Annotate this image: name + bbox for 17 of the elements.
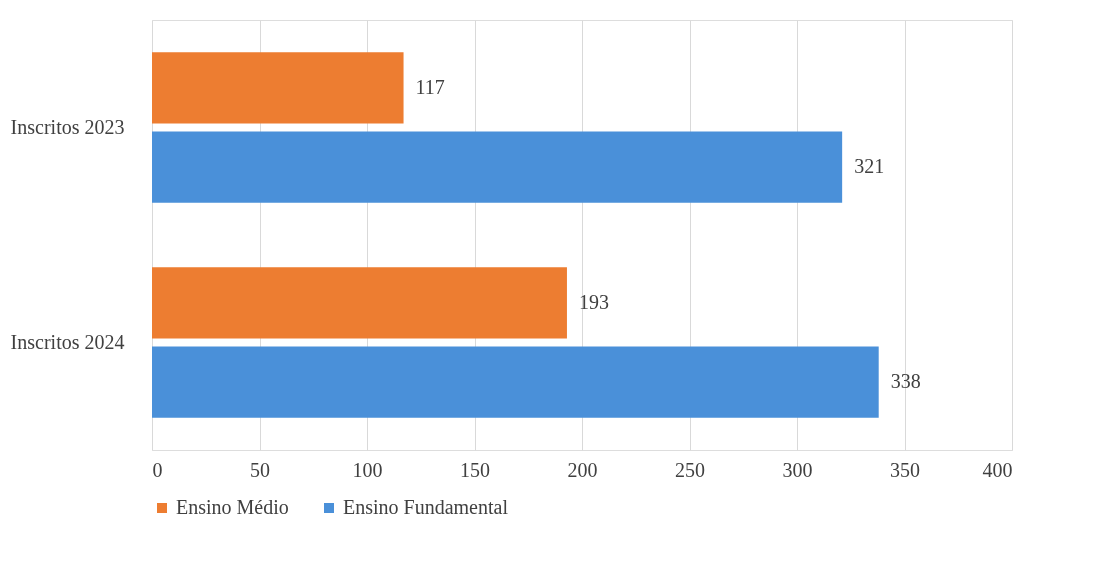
x-tick-label: 50	[250, 458, 270, 481]
x-tick-label: 400	[982, 458, 1013, 481]
data-label: 338	[890, 370, 921, 393]
x-tick-label: 250	[675, 458, 705, 481]
data-label: 321	[854, 155, 885, 178]
legend-label: Ensino Fundamental	[343, 496, 509, 518]
legend-label: Ensino Médio	[176, 496, 289, 518]
data-label: 117	[415, 75, 445, 98]
y-tick-label: Inscritos 2023	[10, 115, 125, 138]
y-tick-label: Inscritos 2024	[10, 330, 125, 353]
x-tick-label: 100	[352, 458, 383, 481]
x-tick-label: 300	[782, 458, 813, 481]
data-label: 193	[578, 290, 609, 313]
x-tick-label: 200	[567, 458, 598, 481]
x-tick-label: 150	[460, 458, 490, 481]
x-tick-label: 0	[152, 458, 163, 481]
x-tick-label: 350	[890, 458, 920, 481]
